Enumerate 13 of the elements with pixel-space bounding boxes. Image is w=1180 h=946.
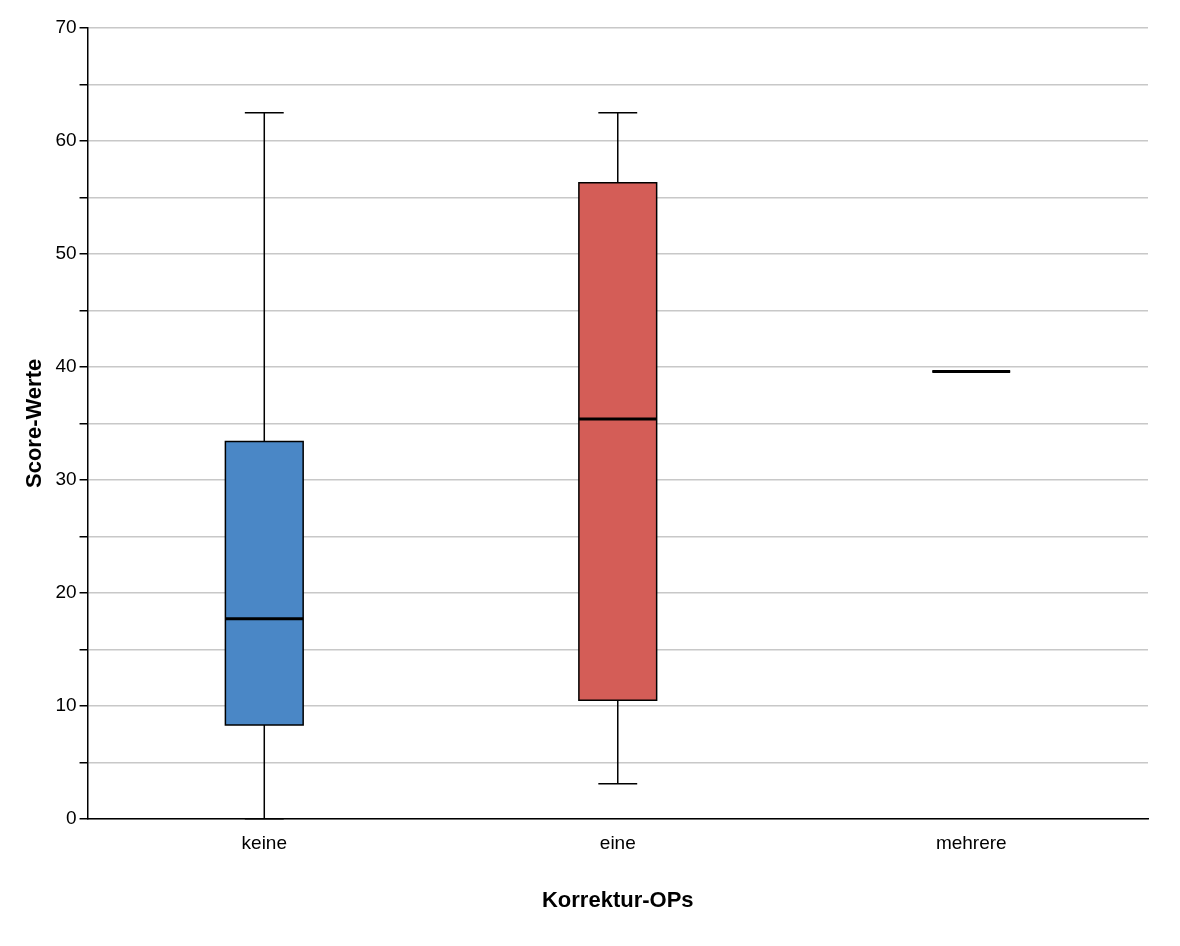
- x-axis-title: Korrektur-OPs: [541, 886, 694, 912]
- y-tick-label: 50: [55, 242, 77, 264]
- y-tick-label: 60: [55, 129, 77, 151]
- y-tick-label: 20: [55, 581, 77, 603]
- y-tick-label: 30: [55, 468, 77, 490]
- y-tick-label: 0: [65, 807, 77, 829]
- y-axis-title: Score-Werte: [21, 358, 47, 488]
- x-tick-label: eine: [599, 832, 636, 854]
- y-tick-label: 10: [55, 694, 77, 716]
- y-tick-label: 70: [55, 16, 77, 38]
- x-tick-label: mehrere: [935, 832, 1007, 854]
- y-tick-label: 40: [55, 355, 77, 377]
- x-tick-label: keine: [241, 832, 287, 854]
